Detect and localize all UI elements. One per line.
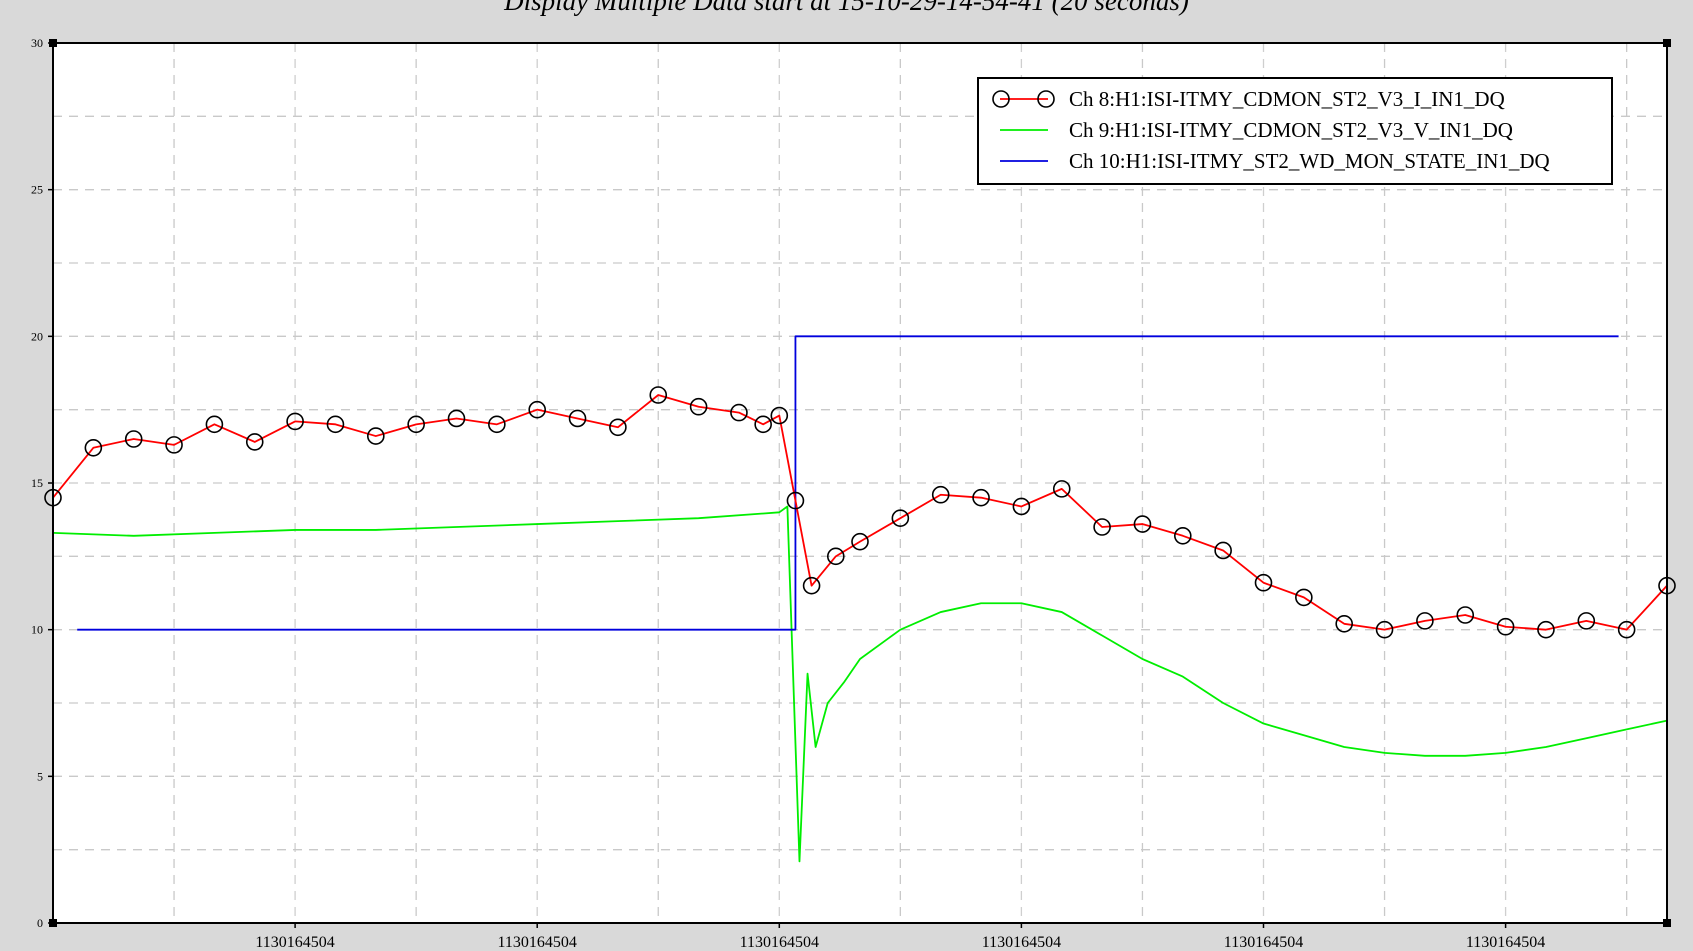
corner-mark	[1663, 919, 1671, 927]
data-point	[124, 430, 143, 448]
data-point	[366, 427, 385, 445]
data-point	[972, 488, 990, 507]
x-tick-label: 1130164504	[1466, 934, 1545, 951]
x-axis-ticks: 1130164504 1130164504 1130164504 1130164504…	[255, 923, 1545, 951]
series-line	[77, 335, 1619, 631]
data-point	[1496, 617, 1515, 636]
data-point	[447, 409, 466, 428]
legend-label: Ch 9:H1:ISI-ITMY_CDMON_ST2_V3_V_IN1_DQ	[1069, 118, 1513, 142]
data-point	[1375, 620, 1394, 639]
y-tick-label: 0	[37, 916, 43, 930]
x-tick-label: 1130164504	[1224, 934, 1303, 951]
legend-label: Ch 8:H1:ISI-ITMY_CDMON_ST2_V3_I_IN1_DQ	[1069, 87, 1505, 111]
data-point	[891, 509, 910, 528]
data-point	[1174, 526, 1192, 545]
data-point	[1295, 588, 1313, 607]
y-tick-label: 30	[31, 36, 43, 50]
series-line	[52, 394, 1668, 631]
data-point	[1617, 620, 1636, 639]
legend-entry: Ch 9:H1:ISI-ITMY_CDMON_ST2_V3_V_IN1_DQ	[1000, 118, 1513, 142]
x-tick-label: 1130164504	[255, 934, 334, 951]
legend-label: Ch 10:H1:ISI-ITMY_ST2_WD_MON_STATE_IN1_D…	[1069, 149, 1550, 173]
legend-marker	[992, 90, 1010, 108]
data-point	[1254, 573, 1273, 592]
data-point	[1456, 606, 1475, 624]
data-point	[730, 403, 748, 422]
y-tick-label: 20	[31, 329, 43, 343]
data-point	[802, 576, 821, 595]
data-point	[786, 491, 805, 510]
legend-entries: Ch 8:H1:ISI-ITMY_CDMON_ST2_V3_I_IN1_DQ Ch…	[992, 87, 1550, 173]
legend-marker	[1037, 90, 1055, 108]
data-point	[689, 397, 708, 416]
data-point	[1052, 480, 1071, 498]
data-point	[1577, 612, 1596, 630]
data-point	[754, 415, 772, 434]
x-tick-label: 1130164504	[497, 934, 576, 951]
data-point	[851, 532, 869, 551]
data-point	[1133, 515, 1152, 533]
x-tick-label: 1130164504	[982, 934, 1061, 951]
data-point	[1335, 614, 1353, 633]
data-point	[407, 415, 425, 434]
data-point	[326, 415, 345, 434]
data-point	[649, 386, 668, 404]
data-point	[1214, 541, 1232, 560]
data-point	[1012, 497, 1031, 516]
data-point	[488, 415, 506, 434]
data-point	[286, 412, 304, 431]
data-point	[1093, 518, 1111, 536]
data-point	[609, 418, 627, 437]
series-3	[77, 335, 1619, 631]
y-tick-label: 25	[31, 183, 43, 197]
legend: Ch 8:H1:ISI-ITMY_CDMON_ST2_V3_I_IN1_DQ Ch…	[977, 77, 1613, 185]
corner-mark	[1663, 39, 1671, 47]
data-point	[528, 400, 547, 419]
y-axis-ticks: 0 5 10 15 20 25 30	[31, 36, 53, 930]
data-point	[165, 436, 183, 454]
chart-title: Display Multiple Data start at 15-10-29-…	[504, 0, 1189, 16]
legend-entry: Ch 10:H1:ISI-ITMY_ST2_WD_MON_STATE_IN1_D…	[1000, 149, 1550, 173]
data-point	[1416, 612, 1434, 630]
data-point	[826, 547, 845, 566]
data-point	[770, 406, 789, 425]
y-tick-label: 10	[31, 623, 43, 637]
legend-entry: Ch 8:H1:ISI-ITMY_CDMON_ST2_V3_I_IN1_DQ	[992, 87, 1505, 111]
y-tick-label: 15	[31, 476, 43, 490]
series-line	[52, 505, 1668, 863]
data-point	[84, 438, 103, 457]
series-2	[52, 505, 1668, 863]
y-tick-label: 5	[37, 769, 43, 783]
data-point	[931, 485, 950, 504]
x-tick-label: 1130164504	[740, 934, 819, 951]
data-point	[245, 433, 264, 451]
data-point	[568, 409, 587, 428]
legend-box	[977, 77, 1613, 185]
data-point	[205, 415, 224, 434]
series-layer	[44, 335, 1676, 863]
data-point	[1537, 620, 1555, 639]
